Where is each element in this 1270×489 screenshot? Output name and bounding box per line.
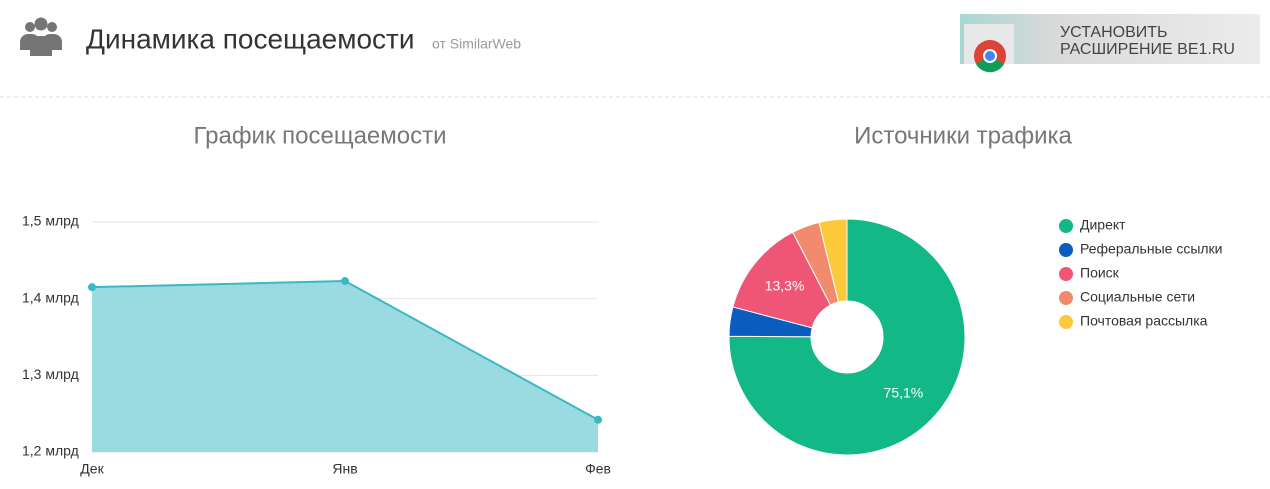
legend-swatch bbox=[1059, 243, 1073, 257]
banner-line[interactable]: РАСШИРЕНИЕ BE1.RU bbox=[1060, 41, 1235, 58]
banner-line[interactable]: УСТАНОВИТЬ bbox=[1060, 24, 1168, 41]
value-label: 13,3% bbox=[765, 278, 805, 294]
x-tick-label: Янв bbox=[332, 461, 357, 477]
x-tick-label: Дек bbox=[80, 461, 104, 477]
point bbox=[594, 415, 602, 424]
legend-swatch bbox=[1059, 267, 1073, 281]
y-tick-label: 1,4 млрд bbox=[22, 289, 79, 305]
chart-title: Источники трафика bbox=[854, 122, 1072, 149]
x-tick-label: Фев bbox=[585, 461, 611, 477]
source: от SimilarWeb bbox=[432, 36, 521, 52]
value-label: 75,1% bbox=[884, 384, 924, 400]
legend-swatch bbox=[1059, 315, 1073, 329]
y-tick-label: 1,2 млрд bbox=[22, 443, 79, 459]
slice bbox=[818, 218, 848, 303]
y-tick-label: 1,3 млрд bbox=[22, 366, 79, 382]
chrome-center bbox=[983, 49, 997, 63]
legend-swatch bbox=[1059, 291, 1073, 305]
point bbox=[341, 277, 349, 286]
slice bbox=[728, 218, 966, 456]
legend-label: Реферальные ссылки bbox=[1080, 241, 1223, 257]
extension-banner[interactable]: УСТАНОВИТЬ РАСШИРЕНИЕ BE1.RU bbox=[960, 14, 1260, 73]
legend-swatch bbox=[1059, 219, 1073, 233]
chart-title: График посещаемости bbox=[193, 122, 446, 149]
point bbox=[88, 283, 96, 292]
y-tick-label: 1,5 млрд bbox=[22, 213, 79, 229]
page-title: Динамика посещаемости bbox=[86, 23, 415, 54]
legend-label: Директ bbox=[1080, 217, 1126, 233]
area bbox=[92, 281, 598, 452]
legend-label: Социальные сети bbox=[1080, 289, 1195, 305]
people-icon bbox=[20, 17, 62, 56]
legend-label: Почтовая рассылка bbox=[1080, 313, 1208, 329]
chrome-green bbox=[976, 56, 1004, 73]
legend-label: Поиск bbox=[1080, 265, 1120, 281]
